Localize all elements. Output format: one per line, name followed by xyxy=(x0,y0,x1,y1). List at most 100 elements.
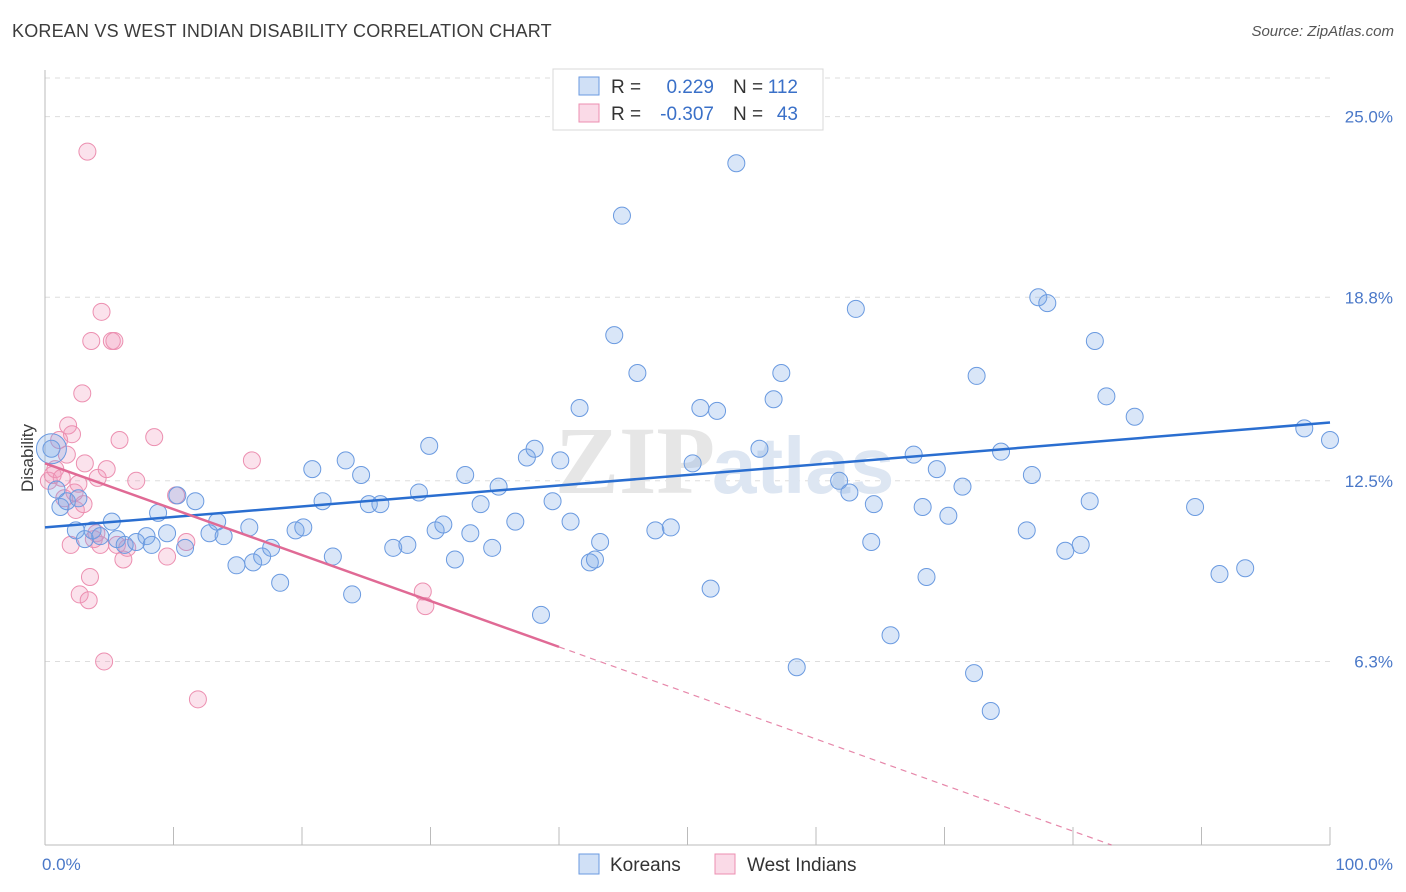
korean-point xyxy=(939,506,958,525)
korean-point xyxy=(830,471,849,490)
stat-r-value-westindians: -0.307 xyxy=(660,104,714,125)
korean-point xyxy=(591,532,610,551)
korean-point xyxy=(764,390,783,409)
y-tick-label-3: 25.0% xyxy=(1345,108,1393,127)
korean-point xyxy=(420,436,439,455)
legend-swatch-koreans xyxy=(578,853,600,875)
korean-point xyxy=(227,556,246,575)
korean-point xyxy=(965,664,984,683)
korean-point xyxy=(927,460,946,479)
y-tick-label-0: 6.3% xyxy=(1354,652,1393,671)
korean-point xyxy=(313,492,332,511)
korean-point xyxy=(445,550,464,569)
korean-point xyxy=(168,486,187,505)
stat-n-value-koreans: 112 xyxy=(768,77,798,98)
korean-point xyxy=(271,573,290,592)
korean-point xyxy=(1236,559,1255,578)
korean-point xyxy=(1029,288,1048,307)
korean-point xyxy=(1056,541,1075,560)
korean-point xyxy=(456,465,475,484)
korean-point xyxy=(91,527,110,546)
korean-point xyxy=(47,480,66,499)
korean-point xyxy=(605,326,624,345)
korean-point xyxy=(525,439,544,458)
westindians-trendline xyxy=(44,462,560,649)
korean-point xyxy=(127,532,146,551)
korean-point xyxy=(506,512,525,531)
legend-swatch-westindians xyxy=(714,853,736,875)
korean-point xyxy=(294,518,313,537)
legend-label-westindians: West Indians xyxy=(747,855,856,876)
korean-point xyxy=(471,495,490,514)
stat-r-value-koreans: 0.229 xyxy=(666,77,714,98)
legend: Koreans West Indians xyxy=(578,853,856,876)
korean-point xyxy=(137,527,156,546)
korean-point xyxy=(115,535,134,554)
korean-point xyxy=(612,206,631,225)
korean-point xyxy=(142,535,161,554)
korean-point xyxy=(862,532,881,551)
westindian-point xyxy=(59,416,78,435)
westindian-point xyxy=(70,585,89,604)
westindians-swatch xyxy=(578,103,600,123)
korean-point xyxy=(1080,492,1099,511)
korean-point xyxy=(1295,419,1314,438)
korean-point xyxy=(864,495,883,514)
westindian-point xyxy=(95,652,114,671)
korean-point xyxy=(580,553,599,572)
korean-point xyxy=(917,567,936,586)
korean-point xyxy=(787,658,806,677)
korean-point xyxy=(551,451,570,470)
korean-point xyxy=(840,483,859,502)
westindian-point xyxy=(110,431,129,450)
korean-point xyxy=(42,439,61,458)
korean-point xyxy=(483,538,502,557)
legend-label-koreans: Koreans xyxy=(610,855,681,876)
source-note: Source: ZipAtlas.com xyxy=(1251,23,1394,40)
westindian-point xyxy=(177,532,196,551)
korean-point xyxy=(881,626,900,645)
westindian-point xyxy=(79,591,98,610)
korean-point xyxy=(244,553,263,572)
stat-n-label-westindians: N = xyxy=(733,104,763,125)
westindian-point xyxy=(78,142,97,161)
korean-point xyxy=(708,401,727,420)
westindian-point xyxy=(80,567,99,586)
korean-point xyxy=(661,518,680,537)
korean-point xyxy=(772,364,791,383)
stat-r-label-koreans: R = xyxy=(611,77,641,98)
west-indians-points xyxy=(39,142,435,709)
westindian-point xyxy=(92,302,111,321)
korean-point xyxy=(1071,535,1090,554)
x-tick-label-min: 0.0% xyxy=(42,855,81,874)
korean-point xyxy=(727,154,746,173)
korean-point xyxy=(158,524,177,543)
korean-point xyxy=(1210,565,1229,584)
korean-point xyxy=(585,550,604,569)
korean-point xyxy=(543,492,562,511)
korean-point xyxy=(434,515,453,534)
korean-point xyxy=(750,439,769,458)
westindian-point xyxy=(188,690,207,709)
korean-point xyxy=(967,366,986,385)
westindians-trendline-extension xyxy=(558,646,1112,846)
korean-point xyxy=(846,299,865,318)
korean-point xyxy=(303,460,322,479)
korean-point xyxy=(691,398,710,417)
westindian-point xyxy=(97,460,116,479)
westindian-point xyxy=(145,428,164,447)
korean-point xyxy=(323,547,342,566)
chart-title: KOREAN VS WEST INDIAN DISABILITY CORRELA… xyxy=(12,21,552,41)
korean-point xyxy=(352,465,371,484)
y-tick-label-1: 12.5% xyxy=(1345,472,1393,491)
korean-point xyxy=(992,442,1011,461)
korean-point xyxy=(646,521,665,540)
korean-point xyxy=(981,701,1000,720)
korean-point xyxy=(186,492,205,511)
korean-point xyxy=(570,398,589,417)
korean-point xyxy=(343,585,362,604)
korean-point xyxy=(701,579,720,598)
koreans-trendline xyxy=(44,421,1331,529)
korean-point xyxy=(384,538,403,557)
